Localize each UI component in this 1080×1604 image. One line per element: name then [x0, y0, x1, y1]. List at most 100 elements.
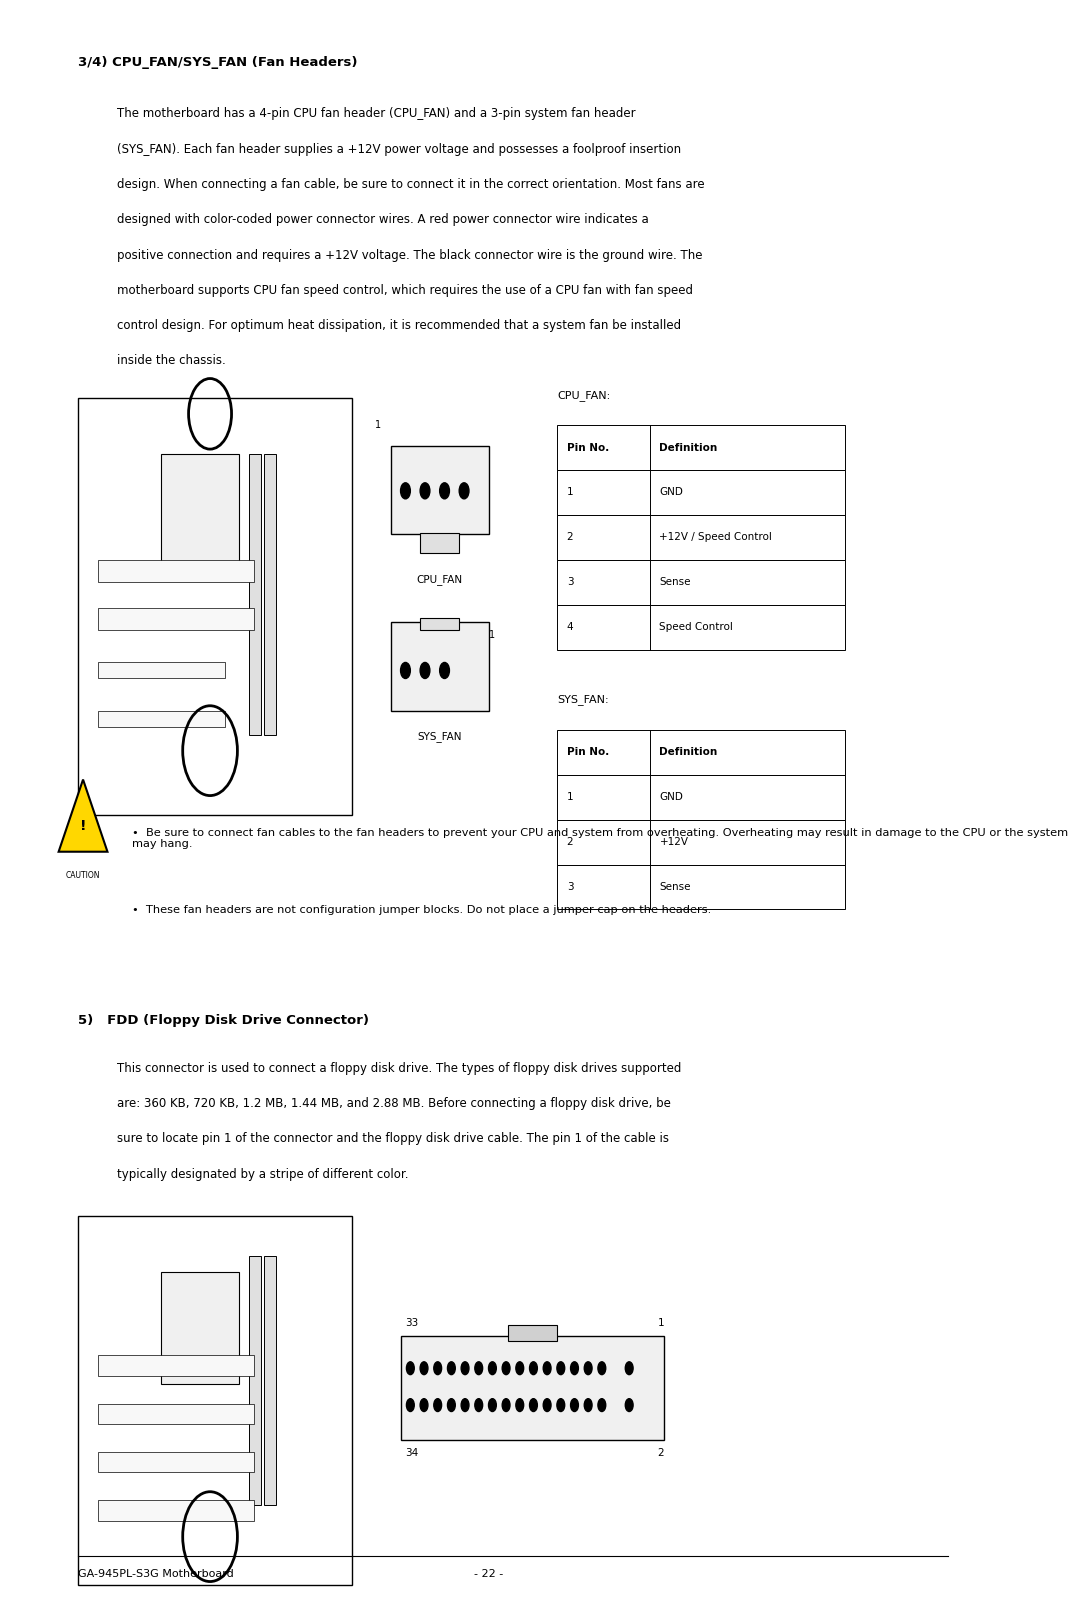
Bar [557, 730, 846, 775]
Text: 2: 2 [567, 837, 573, 847]
Bar [97, 662, 225, 678]
Text: typically designated by a stripe of different color.: typically designated by a stripe of diff… [118, 1168, 408, 1181]
Circle shape [543, 1362, 551, 1375]
Bar [557, 560, 846, 605]
Bar [557, 605, 846, 650]
Polygon shape [58, 780, 108, 852]
Text: The motherboard has a 4-pin CPU fan header (CPU_FAN) and a 3-pin system fan head: The motherboard has a 4-pin CPU fan head… [118, 107, 636, 120]
Circle shape [488, 1399, 497, 1412]
Circle shape [406, 1362, 415, 1375]
Circle shape [584, 1399, 592, 1412]
Circle shape [420, 662, 430, 678]
Text: 3: 3 [567, 882, 573, 892]
Text: 34: 34 [405, 1448, 419, 1458]
Text: designed with color-coded power connector wires. A red power connector wire indi: designed with color-coded power connecto… [118, 213, 649, 226]
Text: •  These fan headers are not configuration jumper blocks. Do not place a jumper : • These fan headers are not configuratio… [132, 905, 711, 914]
Text: +12V: +12V [660, 837, 688, 847]
Text: Pin No.: Pin No. [567, 443, 609, 452]
Text: are: 360 KB, 720 KB, 1.2 MB, 1.44 MB, and 2.88 MB. Before connecting a floppy di: are: 360 KB, 720 KB, 1.2 MB, 1.44 MB, an… [118, 1097, 671, 1110]
Text: Definition: Definition [660, 747, 718, 757]
Circle shape [447, 1399, 456, 1412]
Circle shape [440, 483, 449, 499]
Text: SYS_FAN:: SYS_FAN: [557, 695, 608, 706]
Circle shape [502, 1362, 510, 1375]
Text: !: ! [80, 820, 86, 832]
Circle shape [625, 1399, 633, 1412]
Circle shape [557, 1399, 565, 1412]
Circle shape [459, 483, 469, 499]
Text: CPU_FAN: CPU_FAN [417, 574, 462, 585]
Text: (SYS_FAN). Each fan header supplies a +12V power voltage and possesses a foolpro: (SYS_FAN). Each fan header supplies a +1… [118, 143, 681, 156]
Bar [161, 1272, 240, 1384]
Text: GND: GND [660, 488, 684, 497]
Circle shape [625, 1362, 633, 1375]
Circle shape [584, 1362, 592, 1375]
Bar [264, 1256, 275, 1505]
Bar [97, 1452, 254, 1472]
Text: CPU_FAN:: CPU_FAN: [557, 390, 610, 401]
Circle shape [475, 1362, 483, 1375]
Circle shape [434, 1399, 442, 1412]
Text: This connector is used to connect a floppy disk drive. The types of floppy disk : This connector is used to connect a flop… [118, 1062, 681, 1075]
Bar [420, 618, 459, 630]
Circle shape [488, 1362, 497, 1375]
Circle shape [461, 1362, 469, 1375]
Bar [97, 560, 254, 582]
Circle shape [598, 1362, 606, 1375]
FancyBboxPatch shape [78, 398, 352, 815]
Circle shape [516, 1399, 524, 1412]
Circle shape [461, 1399, 469, 1412]
Bar [249, 454, 261, 735]
Text: 3: 3 [567, 577, 573, 587]
Bar [97, 608, 254, 630]
Bar [97, 1500, 254, 1521]
Bar [249, 1256, 261, 1505]
Text: SYS_FAN: SYS_FAN [417, 731, 462, 743]
FancyBboxPatch shape [401, 1336, 664, 1440]
FancyBboxPatch shape [78, 1216, 352, 1585]
Bar [557, 470, 846, 515]
Circle shape [543, 1399, 551, 1412]
Bar [161, 454, 240, 566]
Circle shape [570, 1362, 579, 1375]
Text: 1: 1 [488, 630, 495, 640]
Text: motherboard supports CPU fan speed control, which requires the use of a CPU fan : motherboard supports CPU fan speed contr… [118, 284, 693, 297]
Text: inside the chassis.: inside the chassis. [118, 354, 226, 367]
Bar [97, 1355, 254, 1376]
Circle shape [557, 1362, 565, 1375]
Text: 1: 1 [567, 792, 573, 802]
Circle shape [420, 1362, 428, 1375]
Circle shape [406, 1399, 415, 1412]
Circle shape [570, 1399, 579, 1412]
Text: - 22 -: - 22 - [474, 1569, 503, 1578]
Bar [557, 775, 846, 820]
Circle shape [401, 483, 410, 499]
Text: Speed Control: Speed Control [660, 622, 733, 632]
Text: sure to locate pin 1 of the connector and the floppy disk drive cable. The pin 1: sure to locate pin 1 of the connector an… [118, 1132, 670, 1145]
Circle shape [440, 662, 449, 678]
Text: positive connection and requires a +12V voltage. The black connector wire is the: positive connection and requires a +12V … [118, 249, 703, 261]
Circle shape [529, 1399, 538, 1412]
Text: Sense: Sense [660, 577, 691, 587]
Text: 33: 33 [405, 1318, 419, 1328]
Text: 1: 1 [375, 420, 381, 430]
Circle shape [598, 1399, 606, 1412]
Bar [97, 711, 225, 727]
Bar [557, 865, 846, 909]
Bar [557, 425, 846, 470]
Bar [264, 454, 275, 735]
FancyBboxPatch shape [391, 622, 488, 711]
Circle shape [420, 483, 430, 499]
Text: design. When connecting a fan cable, be sure to connect it in the correct orient: design. When connecting a fan cable, be … [118, 178, 705, 191]
Bar [420, 533, 459, 553]
Circle shape [529, 1362, 538, 1375]
Text: 1: 1 [567, 488, 573, 497]
Text: +12V / Speed Control: +12V / Speed Control [660, 533, 772, 542]
Circle shape [447, 1362, 456, 1375]
Text: Sense: Sense [660, 882, 691, 892]
Circle shape [434, 1362, 442, 1375]
Circle shape [502, 1399, 510, 1412]
Text: 3/4) CPU_FAN/SYS_FAN (Fan Headers): 3/4) CPU_FAN/SYS_FAN (Fan Headers) [78, 56, 357, 69]
Text: GND: GND [660, 792, 684, 802]
Text: 2: 2 [567, 533, 573, 542]
